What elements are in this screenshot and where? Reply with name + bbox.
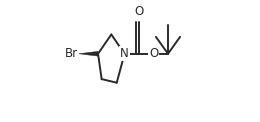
Text: O: O [134, 5, 144, 18]
Polygon shape [79, 51, 98, 56]
Text: Br: Br [65, 47, 78, 60]
Text: O: O [149, 47, 158, 60]
Text: N: N [120, 47, 129, 60]
